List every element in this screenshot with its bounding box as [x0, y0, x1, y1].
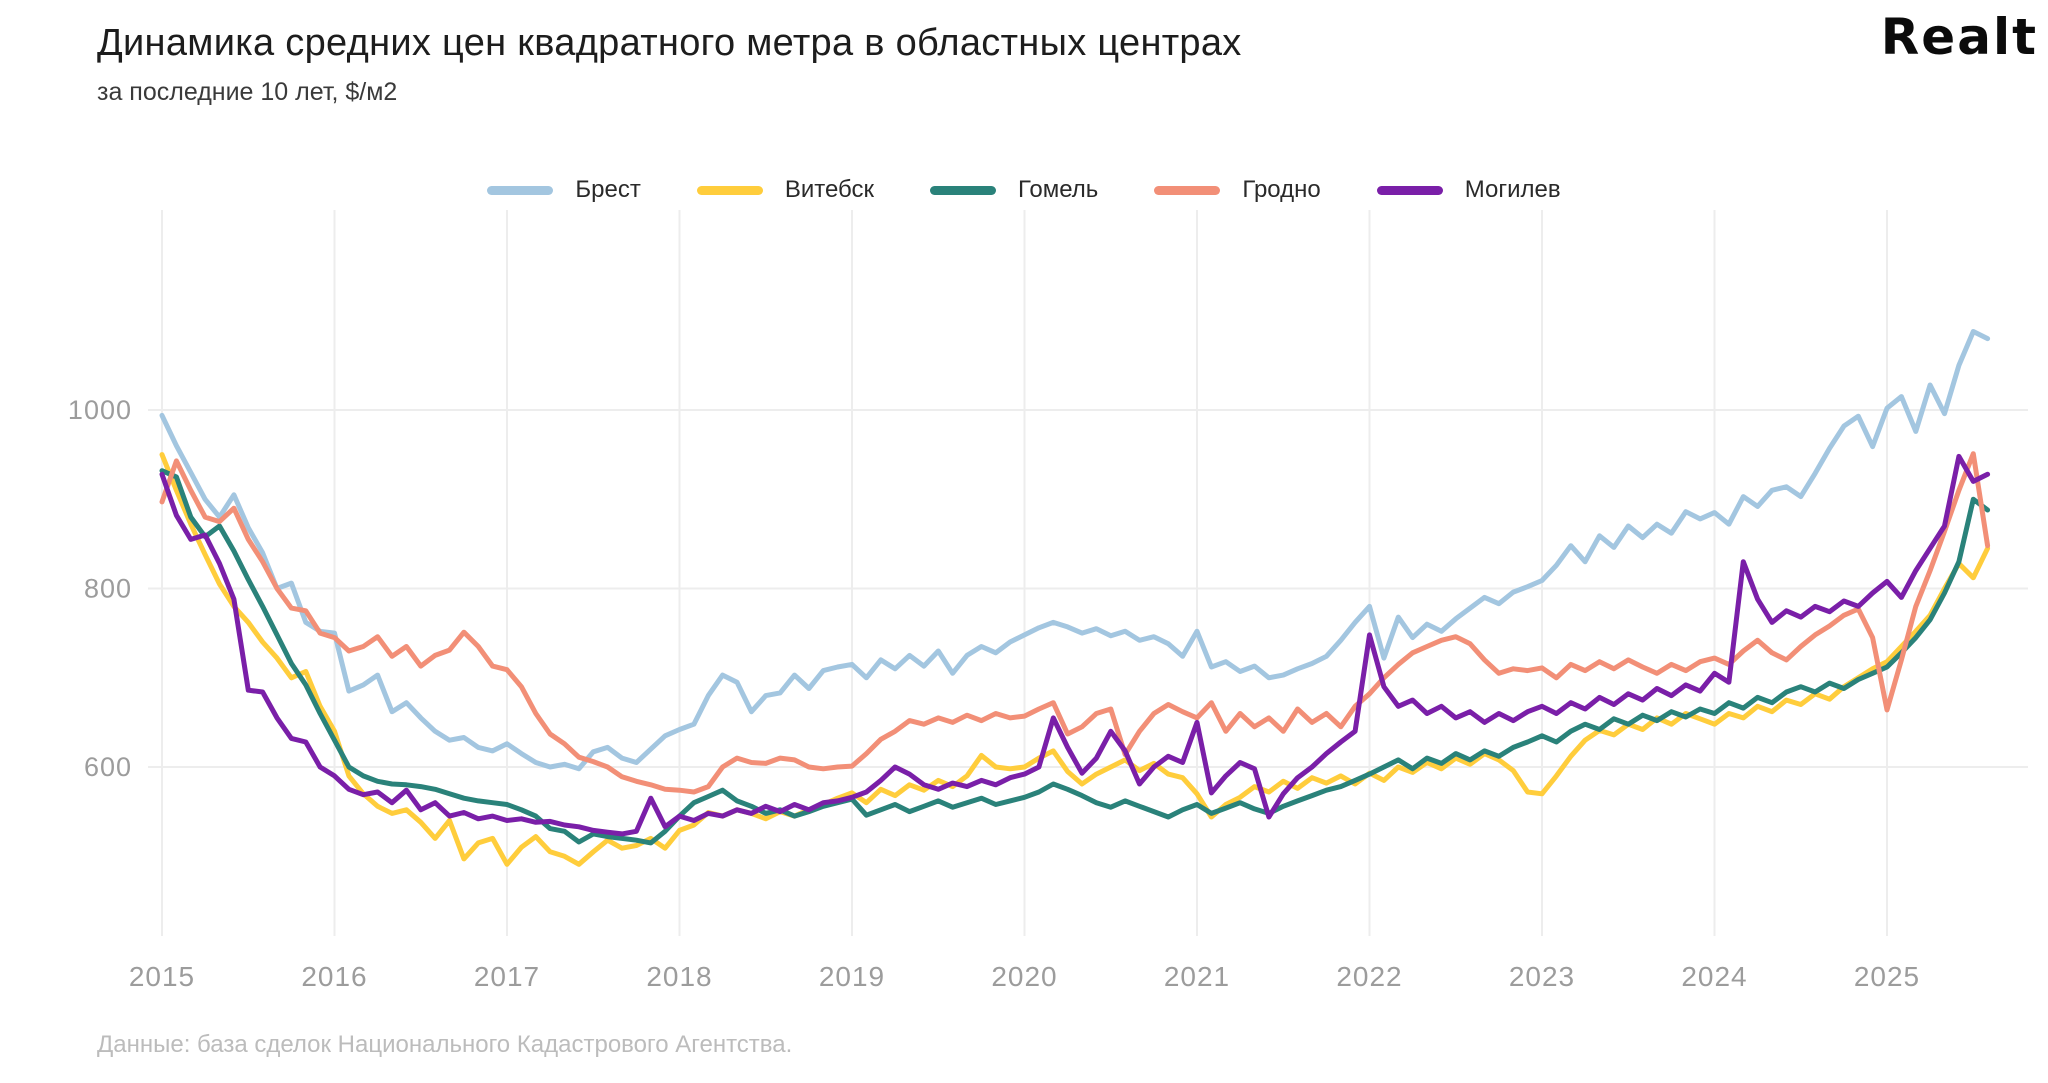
y-axis-tick-label: 1000	[68, 395, 132, 425]
x-axis-tick-label: 2021	[1164, 961, 1230, 992]
x-axis-tick-label: 2024	[1681, 961, 1747, 992]
chart-legend: Брест Витебск Гомель Гродно Могилев	[0, 176, 2048, 204]
y-axis-tick-label: 800	[84, 574, 132, 604]
legend-label-grodno: Гродно	[1242, 176, 1321, 203]
x-axis-tick-label: 2016	[301, 961, 367, 992]
page-title: Динамика средних цен квадратного метра в…	[97, 22, 1242, 64]
series-line-Гомель	[159, 468, 1991, 846]
x-axis-tick-label: 2020	[991, 961, 1057, 992]
x-axis-tick-label: 2015	[129, 961, 195, 992]
y-axis-tick-label: 600	[84, 752, 132, 782]
legend-swatch-grodno	[1154, 185, 1221, 195]
x-axis-tick-label: 2022	[1336, 961, 1402, 992]
x-axis-tick-label: 2017	[474, 961, 540, 992]
legend-item-mogilev: Могилев	[1376, 176, 1561, 204]
chart-header: Динамика средних цен квадратного метра в…	[97, 22, 1242, 107]
legend-item-gomel: Гомель	[930, 176, 1098, 204]
series-line-Гродно	[159, 451, 1991, 795]
realt-logo: Realt	[1880, 8, 2038, 66]
x-axis-tick-label: 2023	[1509, 961, 1575, 992]
legend-item-grodno: Гродно	[1154, 176, 1321, 204]
legend-swatch-brest	[487, 185, 554, 195]
legend-item-vitebsk: Витебск	[696, 176, 875, 204]
series-line-Брест	[159, 329, 1991, 772]
data-source-note: Данные: база сделок Национального Кадаст…	[97, 1031, 793, 1058]
legend-swatch-gomel	[930, 185, 997, 195]
legend-item-brest: Брест	[487, 176, 641, 204]
x-axis-tick-label: 2019	[819, 961, 885, 992]
legend-label-gomel: Гомель	[1018, 176, 1099, 203]
x-axis-tick-label: 2025	[1854, 961, 1920, 992]
series-line-Могилев	[159, 453, 1991, 837]
legend-label-vitebsk: Витебск	[784, 176, 875, 203]
legend-swatch-mogilev	[1376, 185, 1443, 195]
legend-swatch-vitebsk	[696, 185, 763, 195]
legend-label-brest: Брест	[575, 176, 641, 203]
x-axis-tick-label: 2018	[646, 961, 712, 992]
legend-label-mogilev: Могилев	[1464, 176, 1561, 203]
page-subtitle: за последние 10 лет, $/м2	[97, 78, 398, 106]
